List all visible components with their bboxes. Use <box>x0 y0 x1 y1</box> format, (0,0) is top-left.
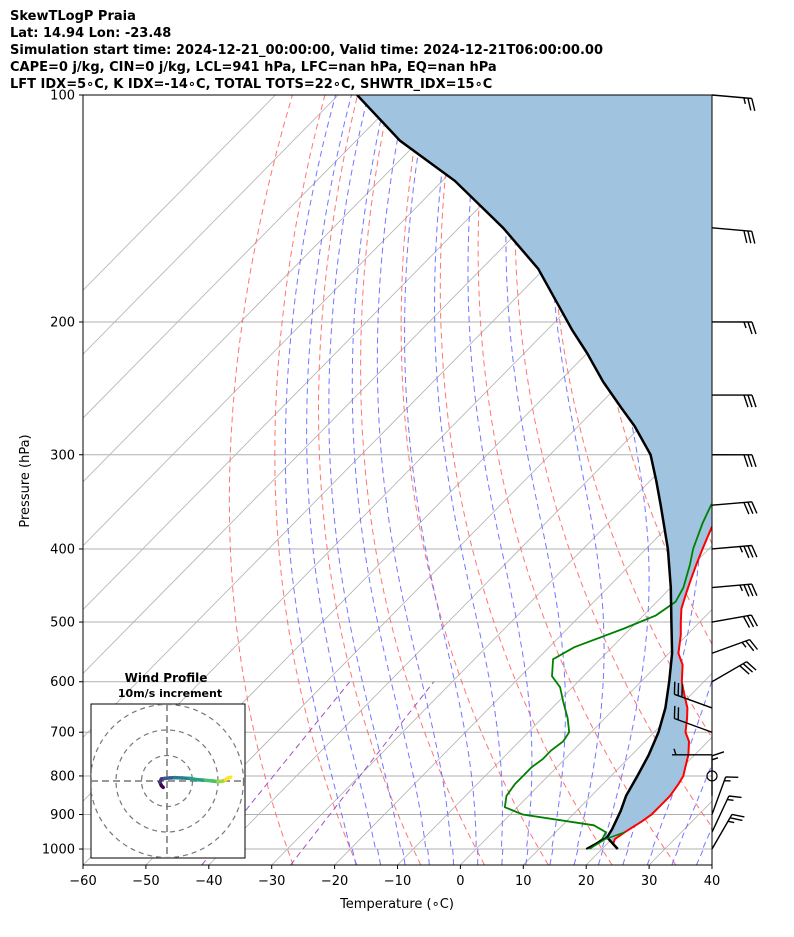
dry-adiabat <box>716 95 794 865</box>
temperature-profile <box>611 524 712 850</box>
moist-adiabat <box>328 95 406 865</box>
wind-barb <box>711 394 757 408</box>
y-axis-label: Pressure (hPa) <box>18 434 33 527</box>
isotherm-line <box>334 481 712 865</box>
moist-adiabat <box>433 95 504 865</box>
isotherm-line <box>208 353 712 865</box>
dry-adiabat <box>748 95 794 865</box>
moist-adiabat <box>284 95 357 865</box>
x-tick-label: 30 <box>641 874 658 889</box>
x-tick-label: −10 <box>384 874 411 889</box>
wind-barb <box>711 638 759 654</box>
isotherm-line <box>523 672 712 865</box>
dewpoint-surface-segment <box>589 831 626 850</box>
wind-barb <box>711 501 758 515</box>
location-line: Lat: 14.94 Lon: -23.48 <box>10 26 172 41</box>
wind-barb <box>711 813 745 850</box>
x-tick-label: 20 <box>578 874 595 889</box>
wind-barb <box>671 748 713 756</box>
moist-adiabat <box>306 95 382 865</box>
wind-barb <box>711 227 756 244</box>
time-line: Simulation start time: 2024-12-21_00:00:… <box>10 43 603 58</box>
mixing-ratio-line <box>290 681 435 865</box>
y-tick-label: 400 <box>50 542 75 557</box>
cape-line: CAPE=0 j/kg, CIN=0 j/kg, LCL=941 hPa, LF… <box>10 60 497 75</box>
x-tick-label: −60 <box>69 874 96 889</box>
dry-adiabat <box>317 95 422 865</box>
isotherm-line <box>460 608 712 865</box>
hodograph-title: Wind Profile <box>125 671 208 685</box>
y-tick-label: 500 <box>50 616 75 631</box>
x-tick-label: −20 <box>321 874 348 889</box>
isotherm-line <box>397 545 712 865</box>
x-tick-label: −40 <box>195 874 222 889</box>
moist-adiabat <box>467 95 533 865</box>
dewpoint-profile <box>503 502 712 850</box>
wind-barb <box>711 544 758 559</box>
isotherm-line <box>271 417 712 865</box>
wind-barb <box>711 661 757 683</box>
wind-barb <box>711 94 756 111</box>
y-tick-label: 800 <box>50 769 75 784</box>
dry-adiabat <box>514 95 712 829</box>
y-tick-label: 300 <box>50 448 75 463</box>
y-tick-label: 1000 <box>42 843 75 858</box>
moist-adiabat <box>597 95 650 865</box>
isotherm-line <box>83 95 402 419</box>
dry-adiabat <box>360 95 485 865</box>
x-tick-label: 40 <box>704 874 721 889</box>
wind-barb <box>711 583 758 597</box>
wind-barb <box>711 321 757 335</box>
wind-barb <box>673 681 713 709</box>
x-tick-label: 10 <box>515 874 532 889</box>
isotherm-line <box>711 864 712 865</box>
hodograph-plot <box>91 704 245 858</box>
dry-adiabat <box>228 95 294 865</box>
wind-barb <box>673 705 713 733</box>
chart-title: SkewTLogP Praia <box>10 9 136 24</box>
wind-barb <box>711 776 739 815</box>
wind-barb <box>711 795 742 833</box>
isotherm-line <box>145 289 712 865</box>
y-tick-label: 200 <box>50 315 75 330</box>
moist-adiabat <box>505 95 566 865</box>
dry-adiabat <box>439 95 613 865</box>
y-tick-label: 600 <box>50 675 75 690</box>
x-tick-label: 0 <box>456 874 464 889</box>
isotherm-line <box>83 95 465 483</box>
isotherm-line <box>83 95 276 291</box>
isotherm-line <box>83 95 339 355</box>
moist-adiabat <box>376 95 455 865</box>
x-tick-label: −50 <box>132 874 159 889</box>
wind-barb <box>711 751 725 796</box>
isotherm-line <box>775 95 794 865</box>
dry-adiabat <box>781 95 794 865</box>
wind-barb <box>711 614 759 628</box>
y-tick-label: 100 <box>50 89 75 104</box>
x-axis-label: Temperature (∘C) <box>339 897 454 912</box>
chart-header: SkewTLogP Praia Lat: 14.94 Lon: -23.48 S… <box>10 8 603 93</box>
moist-adiabat <box>721 95 794 865</box>
parcel-profile <box>356 95 674 850</box>
y-tick-label: 900 <box>50 808 75 823</box>
wind-barb <box>711 454 757 468</box>
hodograph-ring <box>91 704 245 858</box>
x-tick-label: −30 <box>258 874 285 889</box>
y-tick-label: 700 <box>50 726 75 741</box>
hodograph-subtitle: 10m/s increment <box>118 687 222 700</box>
index-line: LFT IDX=5∘C, K IDX=-14∘C, TOTAL TOTS=22∘… <box>10 77 493 92</box>
moist-adiabat <box>404 95 479 865</box>
moist-adiabat <box>548 95 605 865</box>
dry-adiabat <box>400 95 549 865</box>
hodograph-segment <box>226 775 233 780</box>
cin-cape-shade <box>357 95 712 849</box>
dry-adiabat <box>274 95 358 865</box>
moist-adiabat <box>351 95 430 865</box>
isotherm-line <box>83 95 528 547</box>
isotherm-line <box>83 95 591 611</box>
